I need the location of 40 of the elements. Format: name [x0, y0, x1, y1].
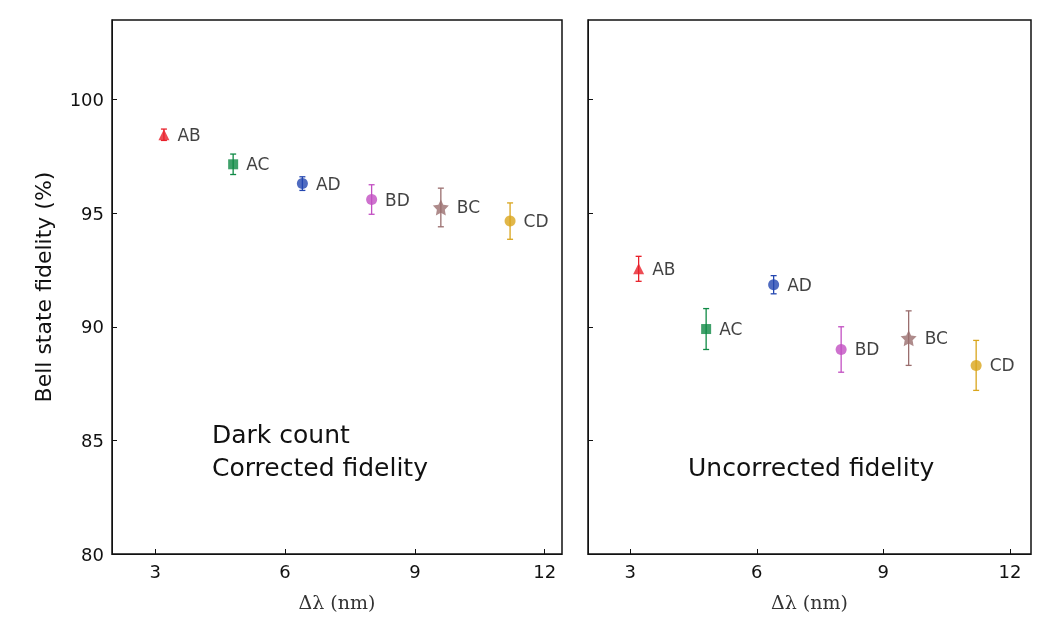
- y-tick-label: 100: [69, 89, 104, 111]
- series-label: BC: [924, 328, 948, 349]
- series-label: AC: [719, 319, 743, 340]
- series-label: CD: [523, 211, 549, 232]
- series-label: AD: [787, 274, 812, 295]
- series-label: BD: [854, 339, 880, 360]
- point: [701, 324, 712, 335]
- point: [768, 279, 780, 291]
- point: [835, 343, 847, 355]
- point: [366, 194, 378, 206]
- x-tick-label: 12: [533, 560, 557, 582]
- y-tick-label: 85: [81, 429, 104, 451]
- point: [633, 263, 645, 275]
- series-label: AC: [246, 154, 270, 175]
- series-label: AB: [652, 258, 676, 279]
- x-tick-label: 9: [877, 560, 890, 582]
- y-tick-label: 95: [81, 202, 104, 224]
- point: [432, 199, 449, 216]
- annotation: Dark count Corrected fidelity: [212, 420, 429, 482]
- point: [504, 215, 516, 227]
- x-axis-title: Δλ (nm): [771, 590, 848, 613]
- y-axis-title: Bell state fidelity (%): [30, 171, 56, 403]
- series-label: AD: [315, 173, 341, 194]
- x-tick-label: 6: [751, 560, 763, 582]
- series-label: CD: [989, 355, 1015, 376]
- point: [228, 159, 239, 170]
- x-tick-label: 3: [149, 560, 161, 582]
- y-tick-label: 90: [81, 316, 104, 338]
- x-axis-title: Δλ (nm): [298, 590, 376, 613]
- x-tick-label: 9: [409, 560, 421, 582]
- point: [970, 359, 982, 371]
- series-label: AB: [177, 124, 201, 145]
- y-tick-label: 80: [81, 543, 104, 565]
- annotation: Uncorrected fidelity: [688, 453, 935, 482]
- x-tick-label: 3: [624, 560, 636, 582]
- x-tick-label: 6: [279, 560, 291, 582]
- x-tick-label: 12: [998, 560, 1022, 582]
- series-label: BD: [385, 189, 410, 210]
- point: [900, 330, 917, 347]
- series-label: BC: [456, 197, 481, 218]
